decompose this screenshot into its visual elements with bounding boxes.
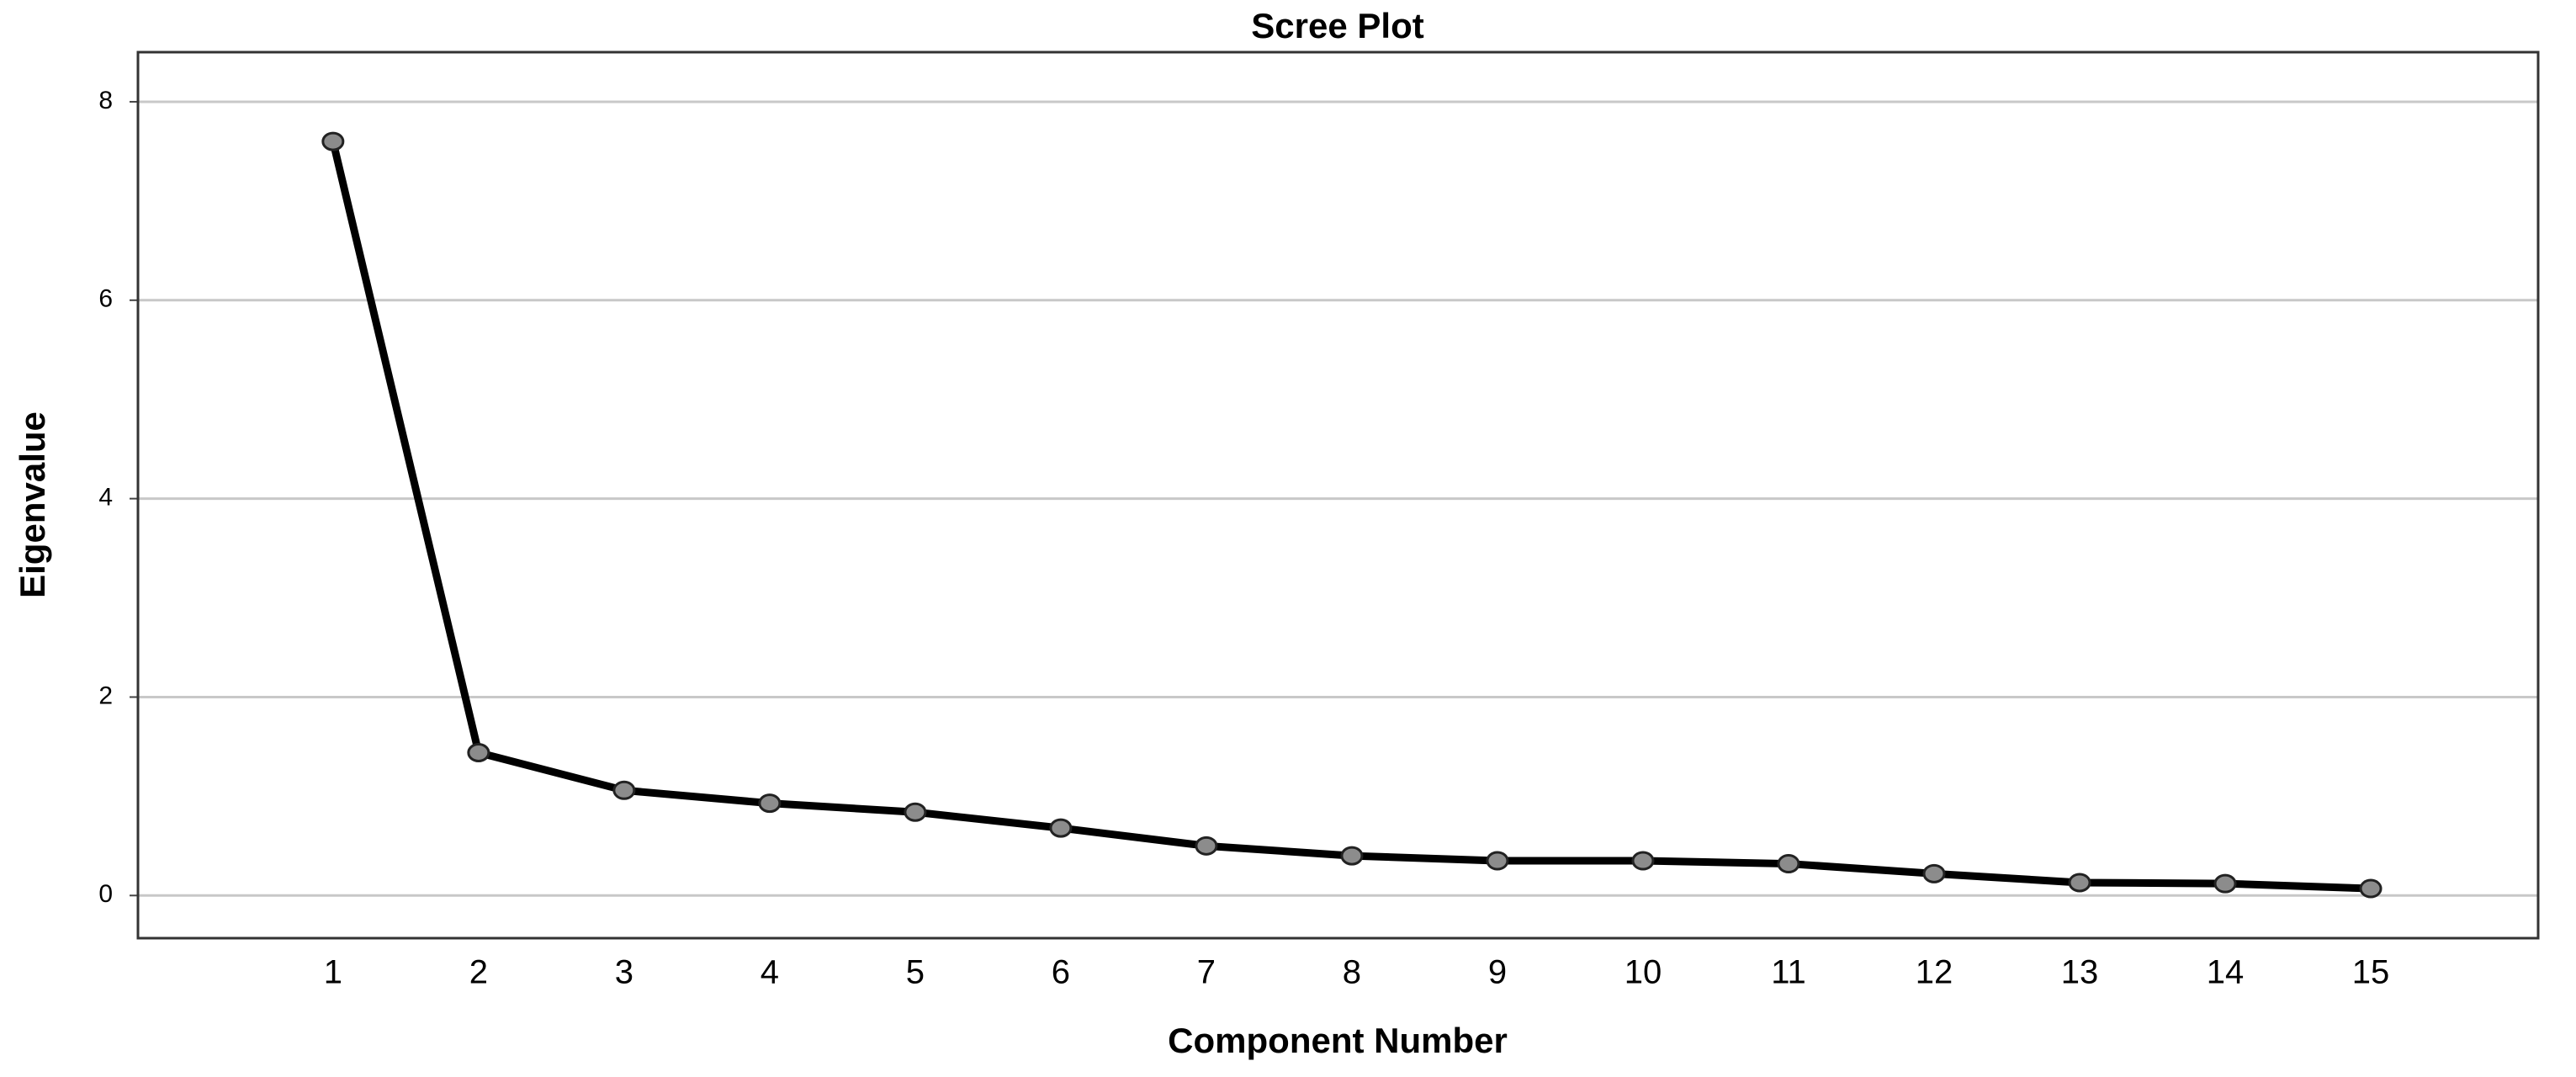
y-tick-label: 6 — [98, 285, 113, 313]
x-tick-label: 15 — [2352, 954, 2390, 991]
x-tick-label: 11 — [1771, 954, 1806, 991]
point — [612, 780, 636, 800]
x-tick-label: 6 — [1052, 954, 1070, 991]
chart-title: Scree Plot — [1251, 6, 1423, 45]
x-tick-label: 3 — [615, 954, 633, 991]
x-tick-label: 14 — [2207, 954, 2245, 991]
x-tick-label: 9 — [1488, 954, 1507, 991]
line — [329, 141, 2372, 893]
point — [758, 793, 782, 814]
x-tick-label: 13 — [2061, 954, 2099, 991]
x-axis-label: Component Number — [1168, 1021, 1508, 1060]
plot-frame — [136, 50, 2540, 940]
point — [321, 131, 345, 151]
x-tick-label: 10 — [1625, 954, 1662, 991]
point — [1631, 851, 1655, 871]
y-axis-label: Eigenvalue — [13, 411, 52, 598]
point — [1486, 851, 1509, 871]
point — [1195, 836, 1218, 856]
point — [904, 802, 927, 822]
point — [1340, 846, 1364, 866]
point — [1777, 854, 1800, 874]
point — [2359, 878, 2383, 899]
point — [2213, 873, 2237, 894]
point — [467, 742, 490, 762]
point — [1922, 863, 1946, 883]
y-tick-label: 0 — [98, 880, 113, 908]
x-tick-label: 7 — [1197, 954, 1216, 991]
y-tick-label: 8 — [98, 87, 113, 114]
y-tick-label: 4 — [98, 484, 113, 512]
x-tick-label: 8 — [1343, 954, 1361, 991]
x-tick-label: 5 — [906, 954, 925, 991]
y-tick-label: 2 — [98, 682, 113, 709]
point — [1049, 818, 1073, 838]
x-tick-label: 2 — [469, 954, 488, 991]
x-tick-label: 4 — [761, 954, 779, 991]
x-tick-label: 1 — [324, 954, 342, 991]
point — [2068, 873, 2091, 893]
x-tick-label: 12 — [1916, 954, 1953, 991]
